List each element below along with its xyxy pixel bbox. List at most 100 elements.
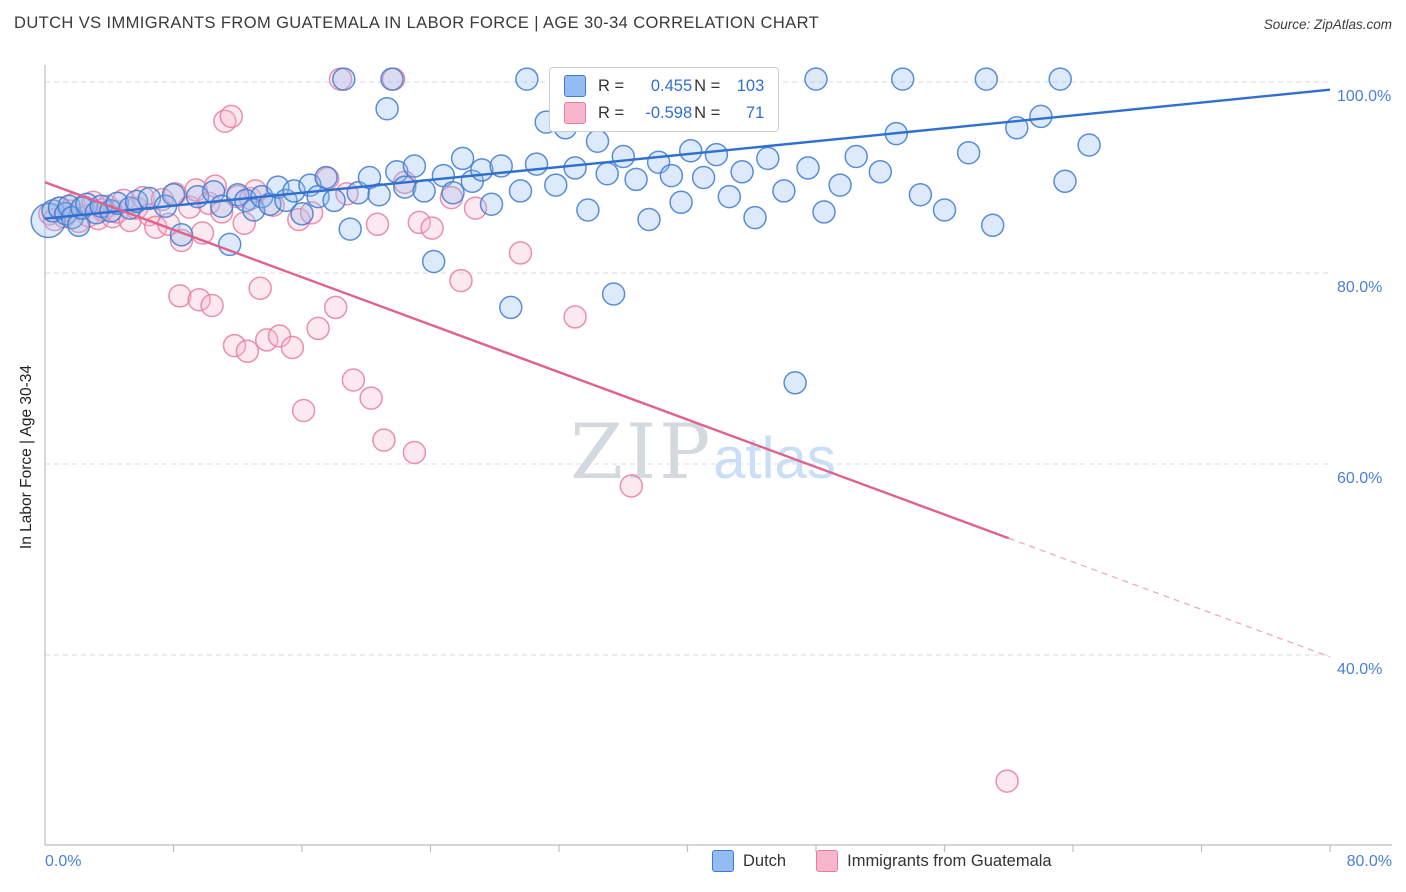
scatter-point-dutch [380,67,404,91]
scatter-point-guatemala [254,328,279,352]
scatter-point-dutch [450,146,475,171]
trend-line-dashed-guatemala [1008,537,1331,658]
scatter-point-dutch [544,173,568,197]
y-tick-label-40: 40.0% [1337,661,1383,678]
legend-row-dutch: R = 0.455 N = 103 [564,75,764,97]
dutch-swatch [564,75,586,97]
scatter-point-dutch [756,146,780,171]
scatter-point-guatemala [232,211,256,236]
scatter-point-dutch [678,139,703,163]
scatter-point-guatemala [407,210,432,235]
scatter-point-dutch [730,160,754,184]
scatter-point-dutch [470,158,494,182]
scatter-point-dutch [956,140,981,165]
source-label: Source: ZipAtlas.com [1263,17,1392,32]
bottom-legend: Dutch Immigrants from Guatemala [712,850,1052,872]
scatter-point-guatemala [402,440,427,465]
y-tick-label-80: 80.0% [1337,279,1383,296]
legend-row-guatemala: R = -0.598 N = 71 [564,102,764,124]
scatter-point-dutch [290,202,314,226]
scatter-point-guatemala [248,276,272,301]
x-axis-min-label: 0.0% [45,853,82,870]
dutch-n-value: 103 [736,76,765,95]
scatter-point-dutch [659,163,684,188]
scatter-point-dutch [890,67,915,91]
r-label: R = [598,103,625,122]
scatter-point-dutch [499,295,523,320]
trend-line-guatemala [44,181,1010,540]
scatter-point-dutch [1048,67,1072,91]
scatter-point-dutch [828,173,852,197]
legend-label-dutch: Dutch [743,851,787,870]
scatter-point-dutch [691,165,716,190]
dutch-legend-swatch [712,850,734,872]
scatter-point-guatemala [508,241,533,265]
guatemala-r-value: -0.598 [645,103,693,122]
chart-title: DUTCH VS IMMIGRANTS FROM GUATEMALA IN LA… [14,14,820,32]
guatemala-swatch [564,102,586,124]
scatter-point-dutch [338,217,362,241]
guatemala-n-value: 71 [745,103,765,122]
n-label: N = [694,103,721,122]
legend-box: R = 0.455 N = 103 R = -0.598 N = 71 [549,67,780,132]
scatter-point-guatemala [235,339,260,364]
scatter-point-dutch [611,144,636,169]
scatter-point-guatemala [563,305,587,329]
x-axis-max-label: 80.0% [1346,853,1392,870]
scatter-point-dutch [169,223,194,247]
scatter-point-dutch [585,129,610,153]
scatter-point-dutch [932,198,957,222]
scatter-point-dutch [908,182,933,207]
scatter-point-dutch [393,175,417,199]
y-tick-label-60: 60.0% [1337,470,1383,487]
scatter-point-dutch [441,181,465,205]
scatter-point-dutch [844,144,868,169]
scatter-point-dutch [322,188,346,213]
scatter-point-dutch [576,198,600,222]
scatter-point-dutch [563,156,587,180]
scatter-point-dutch [421,249,446,274]
scatter-point-dutch [1029,104,1053,129]
scatter-point-dutch [743,205,767,230]
scatter-point-guatemala [420,216,444,240]
n-label: N = [694,76,721,95]
scatter-point-guatemala [995,769,1019,793]
scatter-point-dutch [161,182,186,207]
scatter-point-guatemala [449,268,473,293]
scatter-point-guatemala [365,212,390,237]
scatter-point-dutch [479,192,504,216]
scatter-point-guatemala [187,287,211,312]
guatemala-legend-swatch [816,850,839,872]
legend-label-guatemala: Immigrants from Guatemala [847,851,1052,870]
scatter-point-dutch [980,213,1005,238]
scatter-point-dutch [314,165,338,190]
scatter-point-dutch [812,200,836,224]
scatter-point-guatemala [619,474,644,498]
scatter-point-guatemala [280,335,305,360]
scatter-point-dutch [772,179,796,203]
scatter-point-guatemala [306,316,330,341]
scatter-point-dutch [402,154,427,178]
scatter-point-dutch [1077,133,1101,157]
scatter-point-guatemala [200,293,224,318]
scatter-point-dutch [375,96,399,121]
scatter-point-dutch [637,207,661,232]
scatter-point-dutch [796,156,820,180]
scatter-point-guatemala [323,295,348,320]
scatter-point-dutch [412,179,436,203]
scatter-point-guatemala [372,428,396,452]
scatter-point-dutch [669,190,693,215]
scatter-point-dutch [332,67,356,91]
scatter-point-dutch [783,371,807,395]
scatter-point-dutch [515,67,539,91]
trend-line-dutch [44,88,1331,220]
scatter-point-dutch [624,167,648,192]
scatter-point-dutch [1053,169,1077,194]
scatter-point-guatemala [359,386,383,410]
scatter-point-dutch [105,191,130,216]
scatter-point-dutch [704,142,729,167]
scatter-point-guatemala [222,333,247,358]
scatter-point-guatemala [341,368,366,392]
